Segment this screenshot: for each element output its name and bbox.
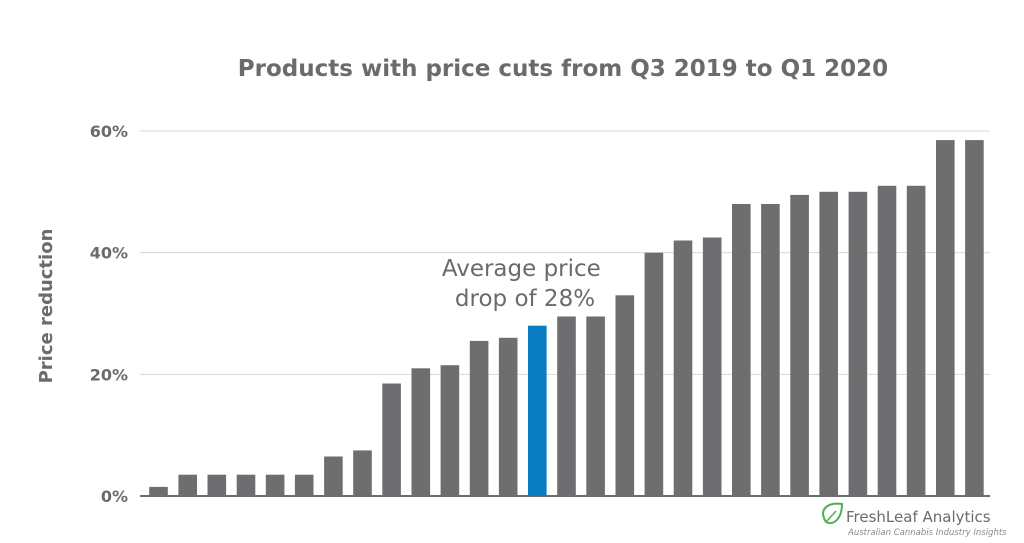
y-tick-labels: 0% 20% 40% 60% [90, 122, 128, 506]
bar-20 [702, 237, 722, 496]
bar-15 [557, 316, 576, 496]
bar-21 [732, 204, 751, 496]
bar-9 [382, 383, 401, 496]
brand-tagline: Australian Cannabis Industry Insights [847, 528, 1007, 538]
bar-16 [586, 316, 605, 496]
bars [149, 140, 984, 497]
brand-name: FreshLeaf Analytics [846, 508, 991, 526]
bar-10 [411, 368, 431, 497]
bar-7 [324, 456, 343, 496]
bar-4 [236, 474, 256, 496]
bar-19 [673, 240, 693, 496]
bar-12 [469, 340, 489, 496]
bar-11 [440, 365, 460, 496]
bar-24 [819, 191, 838, 497]
chart-title: Products with price cuts from Q3 2019 to… [238, 56, 888, 82]
average-annotation: Average price drop of 28% [442, 256, 608, 312]
leaf-icon [822, 502, 844, 524]
bar-22 [761, 204, 780, 496]
bar-13 [498, 337, 518, 496]
bar-29 [965, 140, 984, 496]
y-tick-label-20: 20% [90, 365, 128, 384]
bar-1 [149, 486, 168, 496]
bar-8 [353, 450, 372, 496]
freshleaf-logo: FreshLeaf Analytics Australian Cannabis … [822, 502, 1007, 538]
y-tick-label-0: 0% [101, 487, 128, 506]
y-tick-label-40: 40% [90, 244, 128, 263]
y-axis-label: Price reduction [36, 229, 57, 384]
bar-3 [207, 474, 227, 496]
bar-18 [644, 252, 664, 496]
bar-27 [906, 185, 926, 497]
bar-5 [265, 474, 285, 496]
bar-17 [615, 295, 635, 497]
bar-6 [294, 474, 314, 496]
y-tick-label-60: 60% [90, 122, 128, 141]
annotation-line-1: Average price [442, 256, 601, 282]
bar-28 [936, 140, 955, 496]
bar-average-highlight [528, 325, 547, 496]
bar-25 [848, 191, 868, 497]
bar-26 [877, 185, 897, 497]
bar-2 [178, 474, 197, 496]
bar-23 [790, 194, 809, 496]
annotation-line-2: drop of 28% [455, 286, 595, 312]
